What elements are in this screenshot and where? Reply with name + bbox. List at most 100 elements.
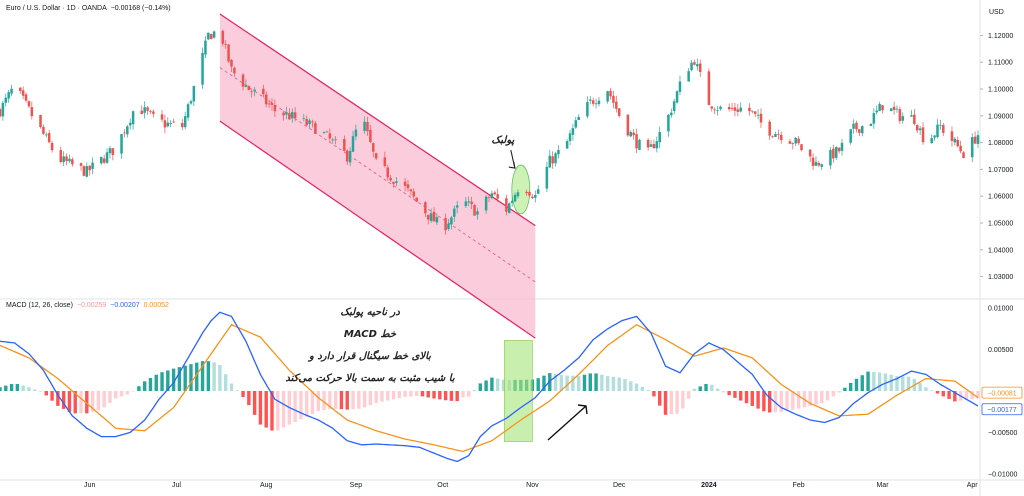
macd-hist-bar [328, 391, 332, 410]
candle-body [24, 94, 28, 101]
signal-badge: −0.00081 [981, 386, 1023, 399]
candle-body [771, 135, 774, 137]
candle-body [105, 152, 109, 163]
macd-hist-bar [779, 391, 783, 412]
macd-hist-bar [733, 391, 737, 398]
candle-body [366, 122, 369, 132]
candle-body [0, 109, 2, 117]
macd-signal-value: 0.00052 [143, 302, 169, 309]
candle-body [861, 126, 864, 134]
macd-hist-bar [339, 391, 344, 410]
macd-hist-bar [9, 383, 14, 391]
candle-body [169, 122, 172, 124]
macd-hist-bar [229, 383, 234, 391]
macd-hist-bar [218, 364, 222, 391]
candle-body [493, 192, 497, 195]
candle-body [311, 121, 314, 123]
candle-body [779, 134, 783, 140]
channel-lower-line [219, 120, 536, 339]
macd-hist-bar [860, 375, 864, 391]
macd-hist-bar [837, 391, 841, 393]
candle-body [82, 166, 86, 176]
macd-hist-bar [588, 373, 592, 391]
macd-hist-bar [692, 388, 697, 391]
candle-body [615, 101, 618, 109]
candle-body [62, 156, 65, 163]
candle-body [65, 156, 68, 162]
macd-hist-bar [96, 391, 101, 411]
macd-hist-bar [715, 388, 720, 391]
candle-body [100, 156, 103, 164]
candle-body [820, 164, 824, 167]
candle-body [192, 86, 196, 102]
candle-body [10, 88, 13, 94]
annotations: پولبک در ناحیه پولبک خط MACD بالای خط سیگنا… [285, 135, 588, 441]
macd-hist-bar [762, 391, 766, 412]
macd-hist-bar [85, 391, 89, 414]
macd-hist-bar [866, 371, 870, 391]
candle-body [753, 111, 757, 114]
macd-note-line: در ناحیه پولبک [340, 307, 400, 318]
macd-hist-bar [750, 391, 755, 406]
macd-hist-bar [843, 387, 847, 391]
macd-hist-bar [582, 374, 587, 391]
macd-hist-bar [594, 373, 598, 391]
candle-body [895, 108, 899, 110]
candle-body [962, 152, 965, 158]
macd-hist-bar [935, 391, 940, 394]
candle-body [817, 162, 821, 166]
time-tick-label: Sep [350, 482, 363, 489]
pullback-ellipse [511, 164, 531, 215]
candle-body [50, 142, 54, 151]
candle-body [936, 124, 939, 138]
macd-hist-bar [432, 391, 436, 399]
macd-hist-bar [200, 361, 205, 391]
candle-body [227, 44, 230, 62]
macd-hist-bar [773, 391, 778, 413]
candle-body [1, 102, 5, 117]
candle-body [302, 118, 306, 119]
candle-body [432, 211, 436, 222]
candle-body [212, 31, 216, 38]
candle-body [305, 119, 308, 126]
candle-body [4, 97, 8, 103]
candle-body [915, 124, 919, 131]
macd-hist-bar [964, 391, 969, 400]
candle-body [939, 125, 942, 127]
candle-body [942, 124, 945, 133]
macd-hist-bar [345, 391, 349, 410]
macd-hist-bar [623, 379, 627, 391]
candle-body [788, 141, 792, 144]
signal-badge-box [981, 386, 1023, 399]
candle-body [970, 137, 974, 158]
candle-body [253, 89, 256, 92]
macd-hist-bar [721, 391, 726, 393]
candle-body [484, 196, 488, 211]
macd-hist-bar [947, 391, 951, 399]
candle-body [426, 214, 430, 220]
macd-hist-bar [669, 391, 673, 415]
candle-body [186, 104, 190, 118]
candle-body [525, 191, 528, 194]
macd-hist-bar [791, 391, 795, 410]
price-tick-label: 1.09000 [988, 113, 1013, 120]
candle-body [290, 112, 294, 119]
macd-hist-bar [293, 391, 297, 423]
candle-body [707, 71, 711, 106]
macd-hist-bar [183, 365, 187, 391]
candle-body [510, 200, 514, 203]
candle-body [794, 137, 797, 144]
candle-body [21, 90, 25, 96]
candle-body [534, 194, 537, 198]
macd-hist-bar [559, 374, 564, 391]
candle-body [617, 108, 621, 116]
macd-hist-bar [67, 391, 72, 412]
candle-body [108, 148, 112, 154]
macd-hist-bar [131, 391, 135, 392]
macd-hist-bar [872, 372, 876, 391]
candle-body [415, 197, 418, 202]
macd-hist-bar [767, 391, 772, 413]
candle-body [369, 129, 372, 143]
candle-body [334, 139, 337, 141]
candle-body [447, 223, 450, 229]
